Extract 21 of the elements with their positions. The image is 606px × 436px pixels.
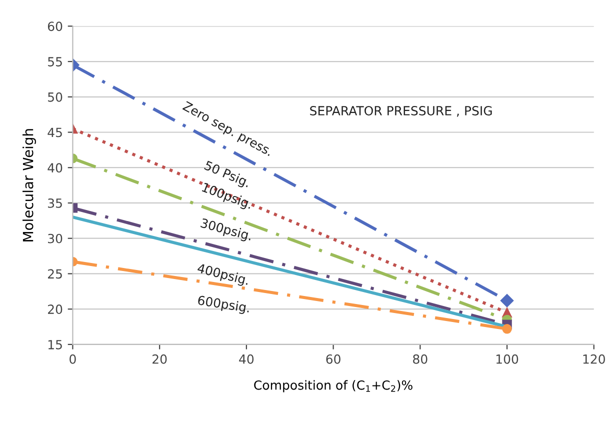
y-tick-label: 15 [48,340,62,350]
x-axis-title: Composition of (C$_{1}$+C$_{2}$)% [254,380,412,392]
y-tick-label: 50 [48,92,62,102]
y-tick-label: 35 [48,198,62,208]
y-tick-label: 60 [48,22,62,32]
annotation: SEPARATOR PRESSURE , PSIG [310,106,492,117]
y-axis-title: Molecular Weigh [22,129,36,242]
y-tick-label: 40 [48,163,62,173]
y-tick-label: 30 [48,234,62,244]
x-tick-label: 80 [413,354,428,364]
y-tick-label: 55 [48,57,62,66]
y-tick-label: 45 [48,128,62,138]
y-tick-label: 25 [48,269,62,279]
x-tick-label: 20 [152,354,167,364]
x-tick-label: 60 [326,354,340,364]
x-tick-label: 100 [496,354,518,364]
x-tick-label: 120 [583,354,605,364]
text: 600psig. [197,295,250,315]
y-tick-label: 20 [48,304,62,314]
x-tick-label: 0 [70,354,76,364]
x-tick-label: 40 [239,354,254,364]
